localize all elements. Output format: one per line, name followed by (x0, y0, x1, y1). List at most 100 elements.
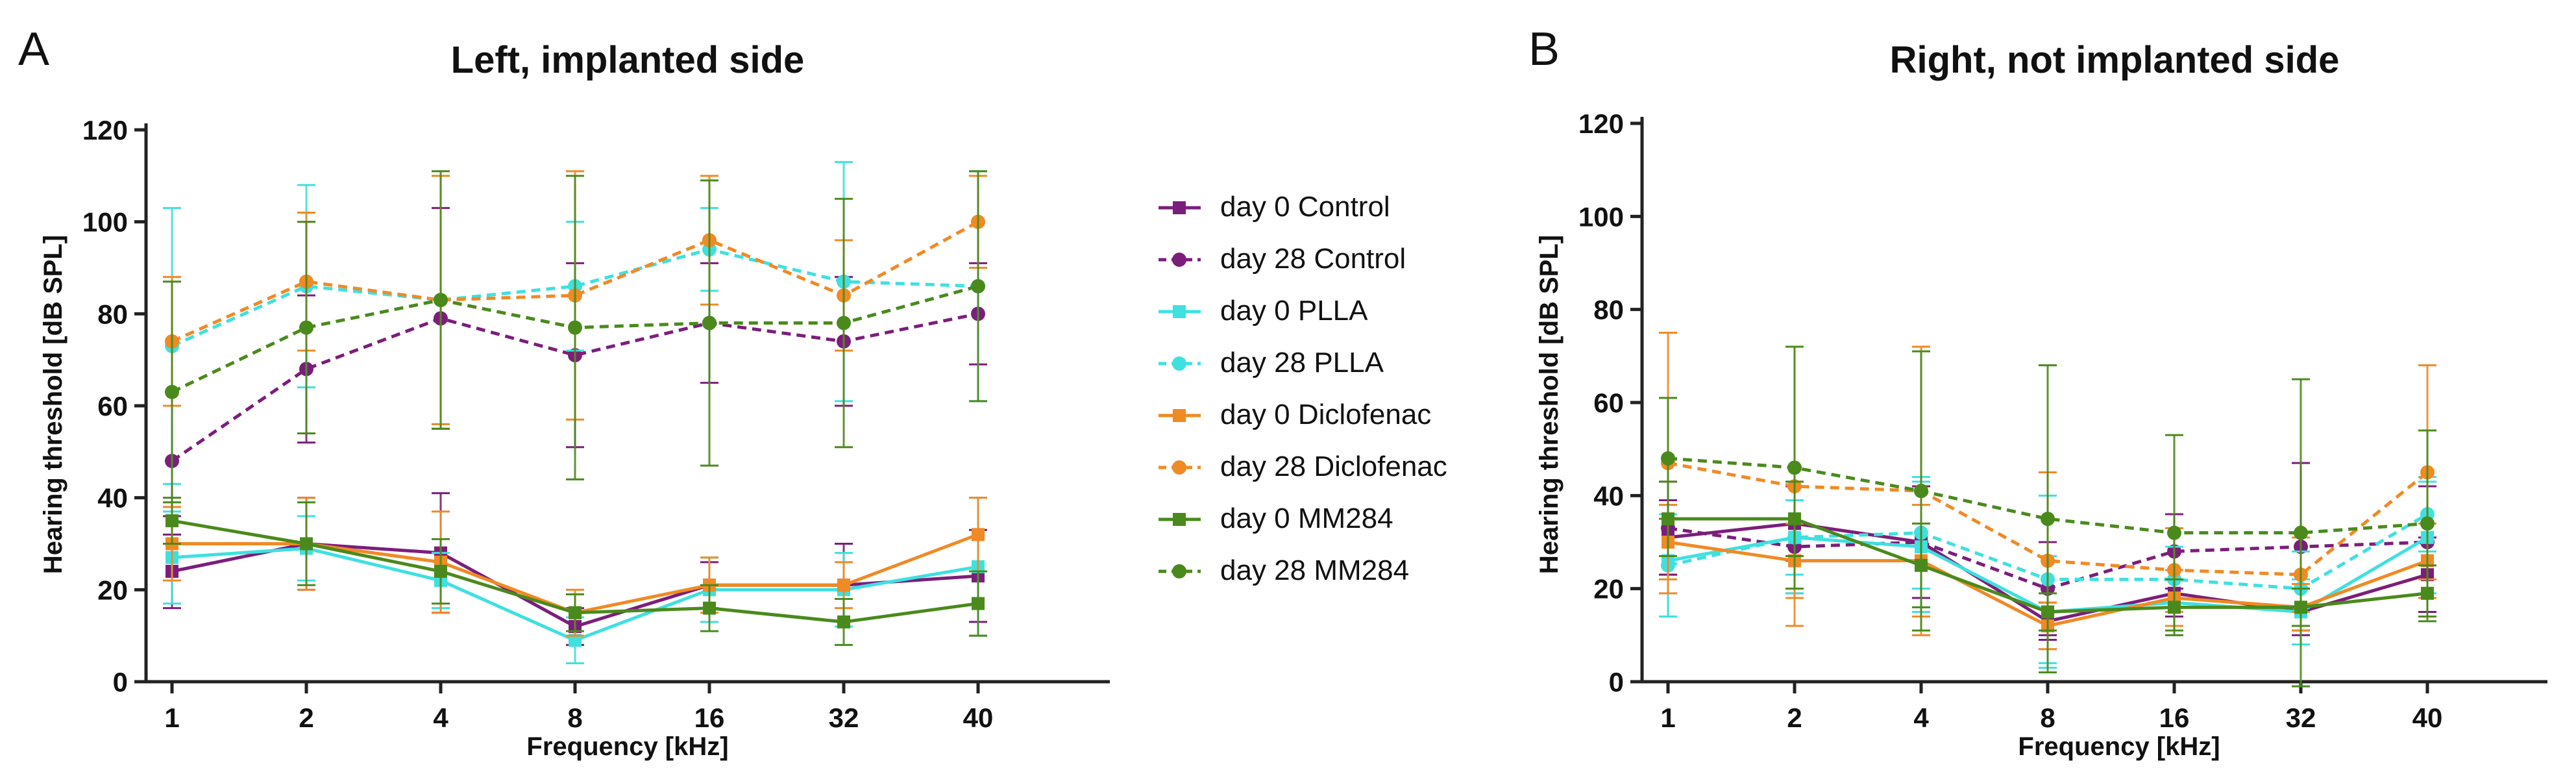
panel-b-series-day-28-mm284-point-40 (2420, 516, 2435, 531)
panel-a-series-day-28-mm284-point-4 (434, 293, 448, 308)
panel-b-ylabel: Hearing threshold [dB SPL] (1535, 235, 1564, 574)
panel-b-xtick-40: 40 (2412, 702, 2443, 733)
panel-b-xtick-4: 4 (1913, 702, 1929, 733)
legend-swatch-day-0-plla (1159, 305, 1201, 318)
panel-b-ytick-100: 100 (1578, 201, 1624, 232)
panel-a-xlabel: Frequency [kHz] (526, 732, 728, 761)
legend-swatch-day-28-diclofenac-marker (1172, 460, 1186, 475)
panel-b-ytick-60: 60 (1593, 388, 1624, 418)
panel-a-series-day-28-mm284-point-32 (837, 316, 851, 330)
panel-b-ytick-0: 0 (1609, 667, 1624, 697)
legend-swatch-day-0-control (1159, 201, 1201, 214)
panel-a-y-ticks: 0 20 40 60 80 100 120 (82, 115, 128, 697)
panel-b-xtick-16: 16 (2159, 702, 2190, 733)
legend-swatch-day-0-plla-marker (1173, 305, 1186, 318)
panel-b-xtick-8: 8 (2040, 702, 2055, 733)
panel-a-series-day-0-mm284-point-1 (166, 514, 178, 528)
panel-a-series-day-0-mm284-point-2 (300, 537, 313, 551)
panel-a-ylabel: Hearing threshold [dB SPL] (39, 235, 67, 574)
panel-a-series-day-0-mm284-point-4 (434, 565, 447, 578)
legend-label-day0-diclofenac: day 0 Diclofenac (1220, 399, 1431, 430)
panel-b-xtick-32: 32 (2286, 702, 2316, 733)
legend: day 0 Control day 28 Control day 0 PLLA … (1159, 191, 1447, 586)
panel-a-letter: A (18, 23, 49, 75)
panel-b-ytick-20: 20 (1593, 574, 1624, 604)
panel-b-xtick-1: 1 (1660, 702, 1675, 733)
panel-b: B Right, not implanted side Hearing thre… (1528, 23, 2547, 761)
legend-swatch-day-0-diclofenac (1159, 409, 1201, 422)
panel-a-xtick-8: 8 (567, 702, 582, 733)
panel-a-series-day-0-mm284-point-40 (972, 597, 985, 610)
panel-a-axes (134, 123, 1110, 693)
panel-b-series-day-28-mm284-point-4 (1914, 484, 1928, 499)
panel-a-series-day-0-mm284-point-16 (703, 601, 716, 615)
legend-swatch-day-28-control-marker (1172, 253, 1186, 267)
panel-b-xtick-2: 2 (1787, 702, 1802, 733)
panel-b-series-day-28-mm284-point-1 (1661, 451, 1675, 466)
panel-a-ytick-120: 120 (82, 115, 128, 145)
panel-a-ytick-20: 20 (97, 575, 128, 605)
legend-swatch-day-28-plla-marker (1172, 356, 1186, 371)
panel-b-series-day-28-mm284-point-32 (2294, 525, 2308, 540)
legend-swatch-day-28-plla (1159, 356, 1201, 371)
panel-a-x-ticks: 1 2 4 8 16 32 40 (164, 702, 993, 733)
panel-b-plot-area (1659, 332, 2436, 688)
panel-a-title: Left, implanted side (451, 39, 805, 81)
panel-a-plot-area (163, 161, 987, 665)
legend-label-day0-plla: day 0 PLLA (1220, 295, 1368, 327)
panel-b-series-day-28-mm284-point-8 (2041, 512, 2055, 527)
panel-b-series-day-28-mm284 (1659, 345, 2436, 688)
panel-b-ytick-40: 40 (1593, 480, 1624, 511)
panel-a-series-day-28-mm284 (163, 170, 987, 504)
panel-a-ytick-0: 0 (113, 667, 128, 697)
legend-swatches (1159, 201, 1201, 578)
panel-a-series-day-28-mm284-point-1 (165, 384, 179, 399)
legend-swatch-day-0-mm284-marker (1173, 513, 1186, 526)
panel-a-series-day-0-mm284-point-32 (837, 615, 850, 628)
legend-label-day28-plla: day 28 PLLA (1220, 347, 1384, 379)
panel-b-x-ticks: 1 2 4 8 16 32 40 (1660, 702, 2442, 733)
legend-label-day28-diclofenac: day 28 Diclofenac (1220, 451, 1447, 482)
panel-a-series-day-0-plla-point-8 (569, 634, 582, 647)
panel-a-series-day-28-mm284-point-8 (568, 320, 582, 335)
panel-a-xtick-32: 32 (829, 702, 859, 733)
panel-a-xtick-16: 16 (694, 702, 725, 733)
panel-b-xlabel: Frequency [kHz] (2018, 732, 2220, 761)
legend-label-day28-mm284: day 28 MM284 (1220, 554, 1409, 586)
panel-a-series-day-28-mm284-point-16 (702, 316, 717, 330)
panel-a-series-day-28-mm284-point-2 (299, 320, 313, 335)
legend-swatch-day-28-mm284 (1159, 564, 1201, 578)
panel-a-xtick-1: 1 (164, 702, 179, 733)
panel-b-series-day-28-mm284-point-16 (2167, 525, 2181, 540)
panel-a-series-day-0-diclofenac-point-40 (972, 528, 985, 541)
panel-b-ytick-120: 120 (1578, 108, 1624, 139)
panel-a-series-day-0-mm284 (163, 497, 987, 646)
panel-b-letter: B (1528, 23, 1560, 75)
legend-swatch-day-0-control-marker (1173, 201, 1186, 214)
panel-a-xtick-2: 2 (299, 702, 313, 733)
panel-a-series-day-0-mm284-point-8 (569, 606, 582, 619)
panel-a: A Left, implanted side Hearing threshold… (18, 23, 1110, 761)
panel-b-title: Right, not implanted side (1890, 39, 2340, 81)
legend-swatch-day-0-diclofenac-marker (1173, 409, 1186, 422)
legend-swatch-day-28-control (1159, 253, 1201, 267)
panel-b-y-ticks: 0 20 40 60 80 100 120 (1578, 108, 1624, 697)
panel-b-series-day-28-mm284-point-2 (1787, 460, 1802, 475)
panel-a-series-day-0-diclofenac-point-32 (837, 578, 850, 592)
panel-a-ytick-100: 100 (82, 207, 128, 238)
legend-swatch-day-0-mm284 (1159, 513, 1201, 526)
panel-a-series-day-0-plla (163, 497, 987, 665)
legend-swatch-day-28-mm284-marker (1172, 564, 1186, 578)
panel-a-xtick-4: 4 (433, 702, 448, 733)
panel-a-series-day-28-mm284-point-40 (971, 279, 985, 293)
panel-a-ytick-60: 60 (97, 391, 128, 421)
legend-label-day0-control: day 0 Control (1220, 191, 1390, 223)
panel-a-xtick-40: 40 (963, 702, 994, 733)
panel-b-ytick-80: 80 (1593, 295, 1624, 325)
legend-label-day0-mm284: day 0 MM284 (1220, 503, 1393, 534)
panel-a-ytick-40: 40 (97, 483, 128, 514)
panel-b-axes (1630, 117, 2547, 693)
panel-a-ytick-80: 80 (97, 299, 128, 329)
